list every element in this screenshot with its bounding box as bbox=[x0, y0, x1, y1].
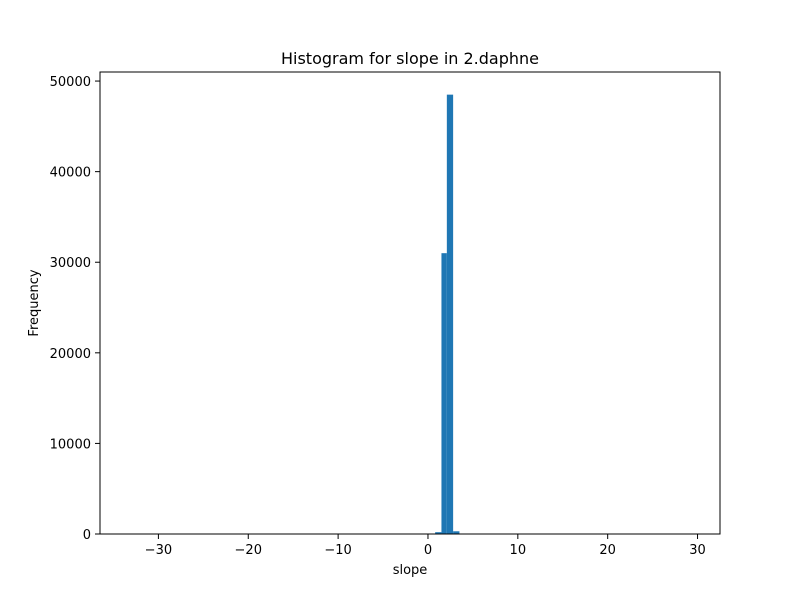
y-tick-label: 50000 bbox=[50, 75, 91, 90]
x-axis-ticks: −30 −20 −10 0 10 20 30 bbox=[145, 534, 706, 558]
y-tick-label: 30000 bbox=[50, 256, 91, 271]
histogram-bar-2 bbox=[446, 94, 454, 534]
x-tick-label: 10 bbox=[510, 543, 527, 558]
y-tick-label: 20000 bbox=[50, 347, 91, 362]
x-tick-label: −10 bbox=[324, 543, 351, 558]
histogram-bar-0 bbox=[435, 532, 442, 534]
histogram-bar-3 bbox=[453, 531, 460, 534]
x-tick-label: 0 bbox=[424, 543, 432, 558]
histogram-bar-1 bbox=[441, 253, 447, 535]
y-axis-label: Frequency bbox=[27, 269, 42, 336]
y-axis-ticks: 0 10000 20000 30000 40000 50000 bbox=[50, 75, 100, 543]
x-tick-label: 20 bbox=[599, 543, 616, 558]
x-tick-label: −20 bbox=[235, 543, 262, 558]
plot-frame bbox=[99, 71, 721, 535]
x-tick-label: −30 bbox=[145, 543, 172, 558]
chart-title: Histogram for slope in 2.daphne bbox=[281, 49, 539, 68]
histogram-bars bbox=[435, 94, 460, 535]
y-tick-label: 10000 bbox=[50, 437, 91, 452]
y-tick-label: 0 bbox=[83, 528, 91, 543]
x-axis-label: slope bbox=[393, 563, 428, 578]
x-tick-label: 30 bbox=[689, 543, 706, 558]
y-tick-label: 40000 bbox=[50, 166, 91, 181]
